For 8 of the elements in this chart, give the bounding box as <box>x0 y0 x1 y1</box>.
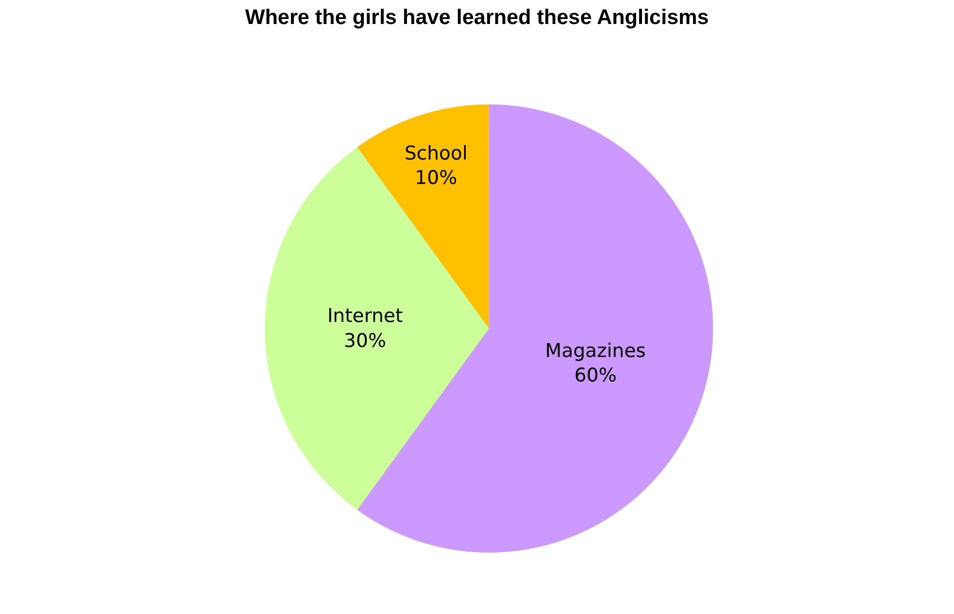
slice-label: Magazines <box>545 340 646 362</box>
slice-label: Internet <box>327 305 403 328</box>
chart-title: Where the girls have learned these Anglicisms <box>245 6 709 29</box>
data-label: 10% <box>414 167 458 190</box>
data-label: 30% <box>344 330 386 352</box>
data-label: 60% <box>574 364 617 386</box>
slice-label: School <box>404 142 468 164</box>
pie-slice <box>265 147 489 510</box>
